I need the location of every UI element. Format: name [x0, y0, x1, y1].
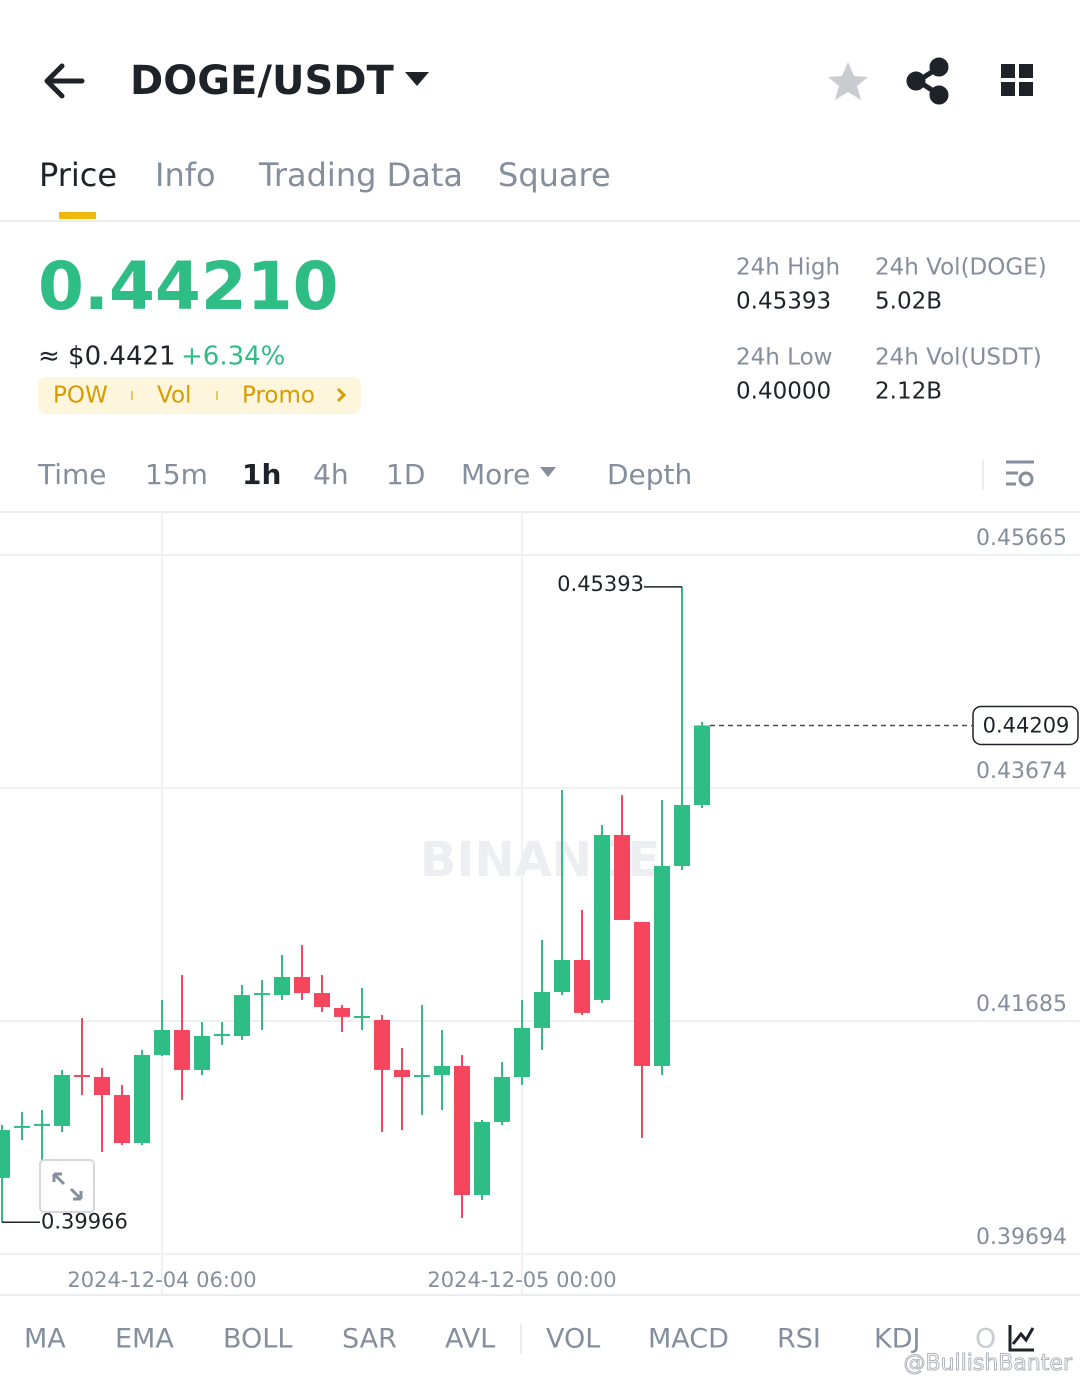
stat-label: 24h High	[736, 255, 840, 281]
tag-bar	[38, 377, 361, 414]
tab[interactable]: Info	[155, 156, 216, 194]
candle-body	[214, 1034, 230, 1037]
stat-value: 2.12B	[875, 379, 942, 405]
candle-body	[134, 1054, 150, 1144]
candle-body	[374, 1019, 390, 1070]
interval[interactable]: Time	[37, 458, 107, 491]
interval[interactable]: 15m	[145, 458, 208, 491]
high-label: 0.45393	[557, 572, 644, 596]
chart-settings[interactable]	[1006, 460, 1034, 487]
last-price-box	[972, 705, 1079, 746]
y-tick-label: 0.39694	[976, 1225, 1067, 1250]
candle-body	[414, 1074, 430, 1077]
low-label: 0.39966	[41, 1209, 128, 1233]
candle-body	[254, 993, 270, 996]
tab[interactable]: Square	[498, 156, 611, 194]
candle-body	[314, 993, 330, 1007]
candle-body	[494, 1076, 510, 1122]
indicator[interactable]: EMA	[115, 1324, 174, 1355]
pair-dropdown[interactable]	[405, 72, 429, 86]
indicator[interactable]: O	[975, 1324, 996, 1355]
candle-body	[234, 995, 250, 1037]
x-tick-label: 2024-12-05 00:00	[427, 1268, 616, 1292]
candle-body	[654, 865, 670, 1066]
x-tick-label: 2024-12-04 06:00	[67, 1268, 256, 1292]
interval[interactable]: More	[461, 458, 530, 491]
candle-body	[354, 1015, 370, 1018]
candle-body	[154, 1030, 170, 1055]
candle-body	[474, 1121, 490, 1196]
candle-body	[574, 960, 590, 1013]
stat-label: 24h Vol(USDT)	[875, 345, 1042, 371]
indicator[interactable]: RSI	[777, 1324, 821, 1355]
interval[interactable]: 1h	[242, 458, 281, 491]
last-price-label: 0.44209	[983, 713, 1070, 737]
chart: 0.45665 0.43674 0.41685 0.39694 2024-12-04 0…	[0, 512, 1080, 1294]
candle-body	[34, 1123, 50, 1126]
candle-body	[694, 725, 710, 805]
candle-body	[94, 1076, 110, 1096]
candle-body	[554, 960, 570, 992]
interval[interactable]: 4h	[313, 458, 349, 491]
stat-label: 24h Vol(DOGE)	[875, 255, 1047, 281]
stat-value: 0.40000	[736, 379, 831, 405]
candle-body	[274, 976, 290, 996]
indicator[interactable]: BOLL	[223, 1324, 292, 1355]
candle-body	[514, 1027, 530, 1077]
chevron	[336, 387, 347, 403]
candle-body	[394, 1069, 410, 1077]
more-dropdown[interactable]	[540, 467, 556, 477]
candle-body	[174, 1030, 190, 1070]
stat-value: 0.45393	[736, 289, 831, 315]
candle-body	[454, 1065, 470, 1196]
candle-body	[194, 1036, 210, 1070]
indicator[interactable]: AVL	[445, 1324, 495, 1355]
indicator[interactable]: MA	[24, 1324, 66, 1355]
tag[interactable]: Vol	[157, 383, 191, 409]
tag[interactable]: POW	[53, 383, 108, 409]
indicator[interactable]: MACD	[648, 1324, 729, 1355]
indicator[interactable]: SAR	[342, 1324, 397, 1355]
candle-body	[534, 991, 550, 1028]
candle-body	[294, 976, 310, 994]
candle-body	[674, 804, 690, 866]
tab[interactable]: Price	[39, 156, 117, 194]
layout-button[interactable]	[1001, 64, 1033, 96]
y-tick-label: 0.45665	[976, 526, 1067, 551]
indicator-settings[interactable]	[1008, 1325, 1035, 1352]
expand-button[interactable]	[39, 1159, 95, 1213]
stat-label: 24h Low	[736, 345, 832, 371]
interval[interactable]: 1D	[386, 458, 425, 491]
candle-body	[0, 1130, 10, 1178]
expand-icon	[52, 1172, 83, 1201]
usd-price: ≈ $0.4421	[38, 342, 176, 372]
candle-body	[634, 921, 650, 1066]
candle-body	[114, 1095, 130, 1144]
price-change: +6.34%	[181, 342, 285, 372]
last-price: 0.44210	[38, 248, 339, 325]
tag[interactable]: Promo	[242, 383, 315, 409]
indicator[interactable]: VOL	[546, 1324, 600, 1355]
pair-title[interactable]: DOGE/USDT	[130, 58, 394, 104]
interval[interactable]: Depth	[607, 458, 692, 491]
candle-body	[434, 1065, 450, 1075]
tab-indicator	[59, 212, 96, 219]
candle-body	[54, 1074, 70, 1126]
favorite-star[interactable]	[828, 62, 868, 100]
candle-body	[614, 834, 630, 920]
user-watermark: @BullishBanter	[903, 1351, 1072, 1376]
candle-body	[74, 1074, 90, 1077]
candle-body	[594, 834, 610, 1000]
y-tick-label: 0.41685	[976, 992, 1067, 1017]
share-button[interactable]	[906, 57, 949, 105]
candle-body	[334, 1008, 350, 1017]
indicator[interactable]: KDJ	[874, 1324, 920, 1355]
candle-body	[14, 1125, 30, 1128]
stat-value: 5.02B	[875, 289, 942, 315]
y-tick-label: 0.43674	[976, 759, 1067, 784]
tab[interactable]: Trading Data	[258, 156, 463, 194]
back-button[interactable]	[44, 63, 85, 99]
